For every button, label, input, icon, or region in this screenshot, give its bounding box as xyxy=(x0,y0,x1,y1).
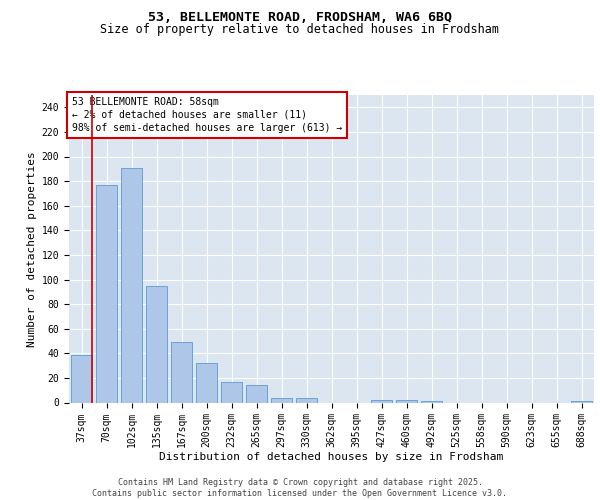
Bar xyxy=(196,363,217,403)
Text: 53 BELLEMONTE ROAD: 58sqm
← 2% of detached houses are smaller (11)
98% of semi-d: 53 BELLEMONTE ROAD: 58sqm ← 2% of detach… xyxy=(71,96,342,133)
Bar xyxy=(171,342,192,402)
Bar xyxy=(296,398,317,402)
Bar xyxy=(121,168,142,402)
Bar xyxy=(221,382,242,402)
Text: Contains HM Land Registry data © Crown copyright and database right 2025.
Contai: Contains HM Land Registry data © Crown c… xyxy=(92,478,508,498)
Text: 53, BELLEMONTE ROAD, FRODSHAM, WA6 6BQ: 53, BELLEMONTE ROAD, FRODSHAM, WA6 6BQ xyxy=(148,11,452,24)
Bar xyxy=(246,386,267,402)
Bar xyxy=(371,400,392,402)
Bar xyxy=(396,400,417,402)
Text: Size of property relative to detached houses in Frodsham: Size of property relative to detached ho… xyxy=(101,22,499,36)
Y-axis label: Number of detached properties: Number of detached properties xyxy=(28,151,37,346)
Bar xyxy=(146,286,167,403)
Bar xyxy=(271,398,292,402)
Bar xyxy=(96,185,117,402)
Bar xyxy=(71,354,92,403)
X-axis label: Distribution of detached houses by size in Frodsham: Distribution of detached houses by size … xyxy=(160,452,503,462)
